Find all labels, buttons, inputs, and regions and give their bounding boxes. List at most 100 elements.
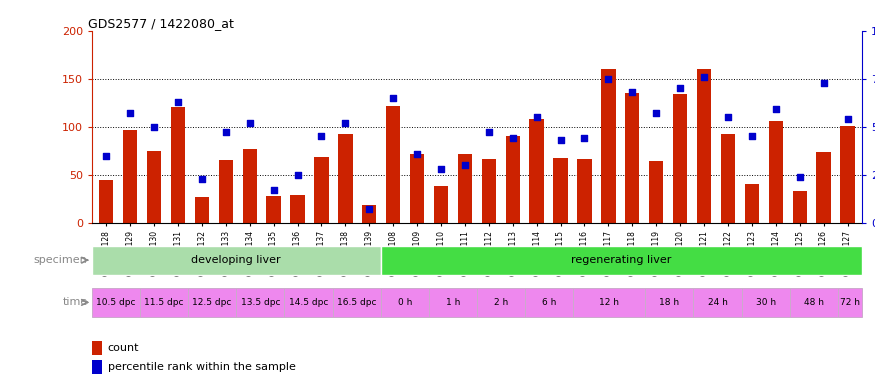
Bar xyxy=(171,107,186,223)
Text: percentile rank within the sample: percentile rank within the sample xyxy=(108,362,296,372)
Bar xyxy=(123,130,137,223)
Bar xyxy=(840,126,855,223)
Bar xyxy=(458,154,472,223)
Bar xyxy=(434,186,448,223)
Bar xyxy=(838,288,862,317)
Bar xyxy=(314,157,329,223)
Text: 10.5 dpc: 10.5 dpc xyxy=(96,298,136,307)
Bar xyxy=(147,151,161,223)
Point xyxy=(267,187,281,193)
Bar xyxy=(477,288,525,317)
Bar xyxy=(92,246,381,275)
Bar xyxy=(578,159,592,223)
Bar xyxy=(290,195,304,223)
Bar xyxy=(188,288,236,317)
Point xyxy=(745,133,759,139)
Bar xyxy=(362,205,376,223)
Bar xyxy=(332,288,381,317)
Bar xyxy=(267,196,281,223)
Bar xyxy=(694,288,742,317)
Point xyxy=(816,79,830,86)
Point xyxy=(99,152,113,159)
Point xyxy=(721,114,735,120)
Bar xyxy=(793,191,807,223)
Point xyxy=(219,129,233,136)
Point xyxy=(195,175,209,182)
Point xyxy=(290,172,304,178)
Text: 30 h: 30 h xyxy=(756,298,776,307)
Bar xyxy=(140,288,188,317)
Bar xyxy=(529,119,544,223)
Text: 12 h: 12 h xyxy=(599,298,619,307)
Point xyxy=(578,135,592,141)
Bar xyxy=(481,159,496,223)
Text: 24 h: 24 h xyxy=(708,298,727,307)
Point xyxy=(314,133,328,139)
Bar xyxy=(410,154,424,223)
Text: time: time xyxy=(62,297,88,308)
Text: 14.5 dpc: 14.5 dpc xyxy=(289,298,328,307)
Text: 12.5 dpc: 12.5 dpc xyxy=(192,298,232,307)
Text: GDS2577 / 1422080_at: GDS2577 / 1422080_at xyxy=(88,17,234,30)
Bar xyxy=(284,288,332,317)
Bar xyxy=(525,288,573,317)
Point xyxy=(841,116,855,122)
Point xyxy=(147,124,161,130)
Text: 6 h: 6 h xyxy=(542,298,556,307)
Bar xyxy=(92,360,102,374)
Text: 48 h: 48 h xyxy=(804,298,823,307)
Text: 13.5 dpc: 13.5 dpc xyxy=(241,298,280,307)
Point xyxy=(362,206,376,212)
Bar xyxy=(601,69,616,223)
Bar xyxy=(721,134,735,223)
Point xyxy=(626,89,640,95)
Point xyxy=(649,110,663,116)
Bar xyxy=(386,106,401,223)
Bar xyxy=(338,134,353,223)
Text: developing liver: developing liver xyxy=(192,255,281,265)
Bar xyxy=(195,197,209,223)
Bar xyxy=(92,288,140,317)
Text: 11.5 dpc: 11.5 dpc xyxy=(144,298,184,307)
Bar xyxy=(816,152,830,223)
Text: 18 h: 18 h xyxy=(660,298,680,307)
Point xyxy=(793,174,807,180)
Text: 16.5 dpc: 16.5 dpc xyxy=(337,298,376,307)
Bar xyxy=(429,288,477,317)
Bar xyxy=(768,121,783,223)
Point xyxy=(601,76,615,82)
Point xyxy=(171,99,185,105)
Point xyxy=(339,120,353,126)
Point xyxy=(123,110,137,116)
Bar xyxy=(553,159,568,223)
Point xyxy=(529,114,543,120)
Bar xyxy=(381,246,862,275)
Point xyxy=(458,162,472,168)
Point xyxy=(386,95,400,101)
Point xyxy=(482,129,496,136)
Text: regenerating liver: regenerating liver xyxy=(571,255,671,265)
Bar xyxy=(381,288,429,317)
Point xyxy=(697,74,711,80)
Text: 2 h: 2 h xyxy=(493,298,508,307)
Bar xyxy=(242,149,257,223)
Point xyxy=(434,166,448,172)
Text: 1 h: 1 h xyxy=(445,298,460,307)
Bar xyxy=(646,288,694,317)
Bar xyxy=(649,161,663,223)
Bar xyxy=(742,288,790,317)
Bar xyxy=(625,93,640,223)
Bar xyxy=(745,184,759,223)
Bar xyxy=(790,288,838,317)
Bar xyxy=(673,94,687,223)
Bar xyxy=(236,288,284,317)
Point xyxy=(673,85,687,91)
Text: 0 h: 0 h xyxy=(397,298,412,307)
Point xyxy=(242,120,256,126)
Point xyxy=(506,135,520,141)
Text: specimen: specimen xyxy=(34,255,88,265)
Text: count: count xyxy=(108,343,139,353)
Bar xyxy=(506,136,520,223)
Bar xyxy=(573,288,646,317)
Point xyxy=(769,106,783,113)
